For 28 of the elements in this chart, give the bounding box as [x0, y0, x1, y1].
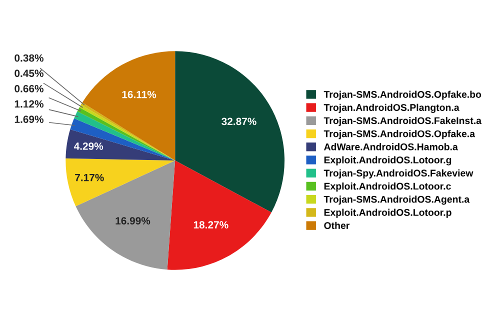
data-label: 18.27% — [194, 221, 228, 229]
legend-label: Exploit.AndroidOS.Lotoor.p — [324, 208, 452, 218]
legend-label: Trojan-SMS.AndroidOS.FakeInst.a — [324, 116, 482, 126]
data-label: 7.17% — [75, 174, 104, 182]
data-label: 1.12% — [14, 100, 44, 108]
legend-label: Trojan-Spy.AndroidOS.Fakeview — [324, 169, 474, 178]
legend-label: AdWare.AndroidOS.Hamob.a — [324, 143, 458, 150]
legend-label: Trojan-SMS.AndroidOS.Agent.a — [324, 196, 470, 205]
pie-slice — [66, 129, 176, 160]
pie-slice — [76, 160, 176, 270]
data-label: 0.66% — [14, 84, 44, 92]
data-label: 16.11% — [122, 90, 156, 98]
legend-label: Exploit.AndroidOS.Lotoor.g — [324, 156, 452, 166]
data-label: 0.45% — [14, 70, 44, 78]
data-label: 4.29% — [74, 142, 104, 150]
data-label: 1.69% — [14, 116, 44, 123]
pie-slice — [66, 158, 176, 206]
data-label: 16.99% — [116, 217, 150, 224]
pie-slice — [70, 118, 176, 160]
data-label: 0.38% — [14, 54, 44, 62]
data-label: 32.87% — [222, 118, 256, 126]
legend-label: Other — [324, 222, 350, 229]
legend-label: Trojan-SMS.AndroidOS.Opfake.a — [324, 130, 476, 140]
pie-slice — [167, 160, 272, 270]
pie-slice — [175, 51, 285, 212]
legend-label: Trojan-SMS.AndroidOS.Opfake.bo — [324, 90, 482, 100]
legend-label: Exploit.AndroidOS.Lotoor.c — [324, 182, 451, 192]
legend-label: Trojan.AndroidOS.Plangton.a — [324, 104, 460, 113]
